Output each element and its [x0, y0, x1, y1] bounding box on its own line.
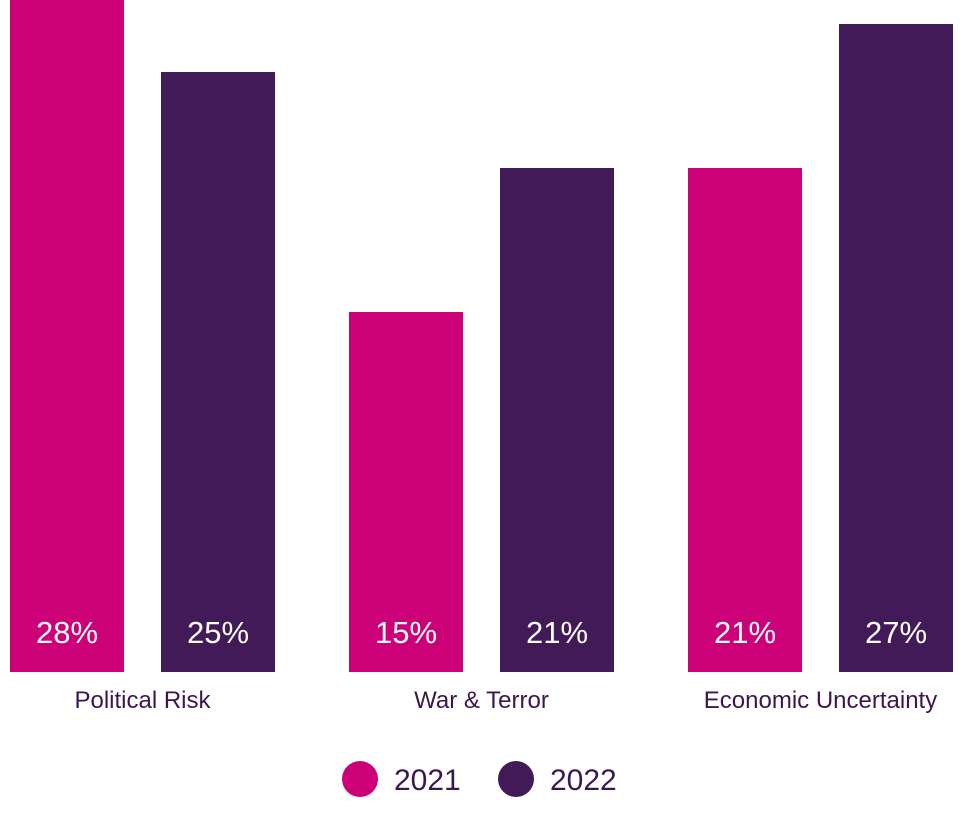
data-label-war-terror-2021: 15%	[375, 615, 437, 650]
bar-labels-group: 28% 25% 15% 21% 21% 27%	[36, 615, 927, 650]
legend-label-2021: 2021	[394, 764, 461, 797]
legend-label-2022: 2022	[550, 764, 617, 797]
category-labels-group: Political Risk War & Terror Economic Uncer…	[74, 687, 937, 714]
bars-group	[10, 0, 953, 672]
data-label-economic-uncertainty-2021: 21%	[714, 615, 776, 650]
legend-swatch-2022	[498, 761, 534, 797]
bar-economic-uncertainty-2021	[688, 168, 802, 672]
category-label-political-risk: Political Risk	[74, 687, 211, 714]
data-label-economic-uncertainty-2022: 27%	[865, 615, 927, 650]
data-label-political-risk-2021: 28%	[36, 615, 98, 650]
category-label-economic-uncertainty: Economic Uncertainty	[704, 687, 937, 714]
category-label-war-terror: War & Terror	[414, 687, 549, 714]
bar-war-terror-2022	[500, 168, 614, 672]
bar-political-risk-2021	[10, 0, 124, 672]
data-label-political-risk-2022: 25%	[187, 615, 249, 650]
bar-economic-uncertainty-2022	[839, 24, 953, 672]
data-label-war-terror-2022: 21%	[526, 615, 588, 650]
bar-war-terror-2021	[349, 312, 463, 672]
legend-swatch-2021	[342, 761, 378, 797]
bar-political-risk-2022	[161, 72, 275, 672]
legend: 2021 2022	[342, 761, 617, 797]
